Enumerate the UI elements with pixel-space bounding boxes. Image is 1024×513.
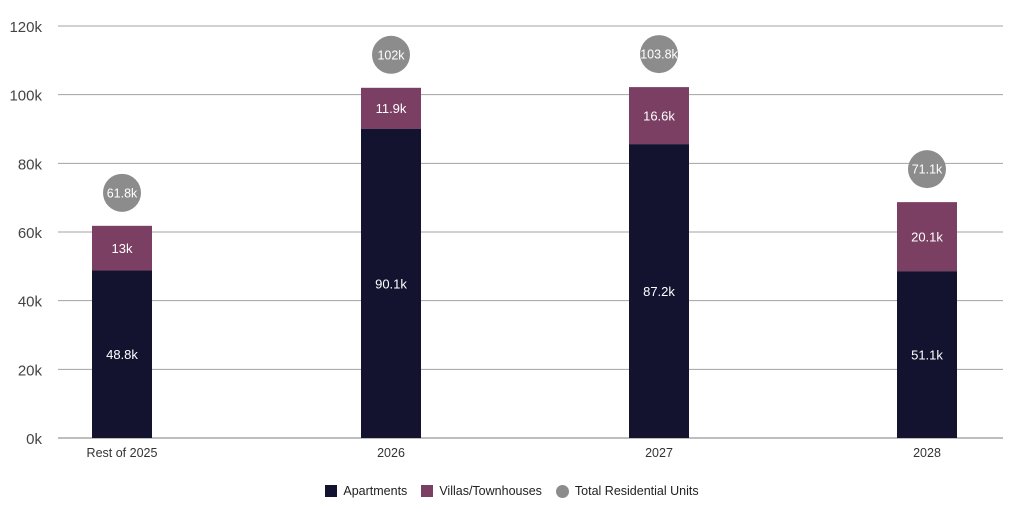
bar-segment-villas-townhouses [897, 202, 957, 272]
bar-segment-apartments [361, 128, 421, 438]
total-bubble [103, 173, 141, 212]
legend-label-villas-townhouses: Villas/Townhouses [439, 484, 542, 498]
data-label: 48.8k [106, 347, 138, 362]
data-label: 51.1k [911, 348, 943, 363]
legend-label-apartments: Apartments [343, 484, 408, 498]
total-label: 102k [377, 48, 405, 62]
legend-item-villas-townhouses: Villas/Townhouses [421, 484, 542, 498]
stacked-bar-chart: 0k 20k 40k 60k 80k 100k 120k 48.8k 13k 61.8k Rest … [9, 19, 1003, 460]
total-label: 103.8k [640, 48, 678, 62]
data-label: 90.1k [375, 276, 407, 291]
y-tick-label: 40k [18, 294, 43, 311]
data-label: 16.6k [643, 109, 675, 124]
bar-segment-villas-townhouses [361, 87, 421, 129]
legend-swatch-total-residential-units [555, 484, 569, 498]
total-bubble [908, 150, 946, 189]
total-label: 71.1k [912, 163, 943, 177]
x-tick-label: 2028 [913, 446, 941, 460]
y-tick-label: 0k [26, 431, 42, 448]
data-label: 20.1k [911, 230, 943, 245]
bar-segment-villas-townhouses [92, 225, 152, 271]
data-label: 87.2k [643, 284, 675, 299]
total-bubble [640, 35, 678, 74]
y-tick-label: 80k [18, 156, 43, 173]
y-tick-label: 100k [9, 88, 42, 105]
y-tick-label: 20k [18, 362, 43, 379]
x-tick-label: 2027 [645, 446, 673, 460]
x-tick-label: 2026 [377, 446, 405, 460]
bar-segment-villas-townhouses [629, 87, 689, 145]
bar-segment-apartments [92, 270, 152, 438]
legend-label-total-residential-units: Total Residential Units [574, 484, 699, 498]
data-label: 11.9k [376, 101, 407, 116]
y-tick-label: 120k [9, 19, 42, 36]
legend-item-apartments: Apartments [325, 484, 407, 498]
legend-swatch-villas-townhouses [421, 485, 434, 497]
bar-segment-apartments [629, 144, 689, 438]
legend: Apartments Villas/Townhouses Total Resid… [0, 480, 1024, 502]
y-tick-label: 60k [18, 225, 43, 242]
legend-item-total-residential-units: Total Residential Units [555, 484, 699, 498]
data-label: 13k [112, 241, 133, 256]
bar-segment-apartments [897, 271, 957, 438]
total-label: 61.8k [107, 186, 138, 200]
total-bubble [372, 35, 410, 74]
x-tick-label: Rest of 2025 [87, 446, 158, 460]
legend-swatch-apartments [325, 485, 338, 497]
